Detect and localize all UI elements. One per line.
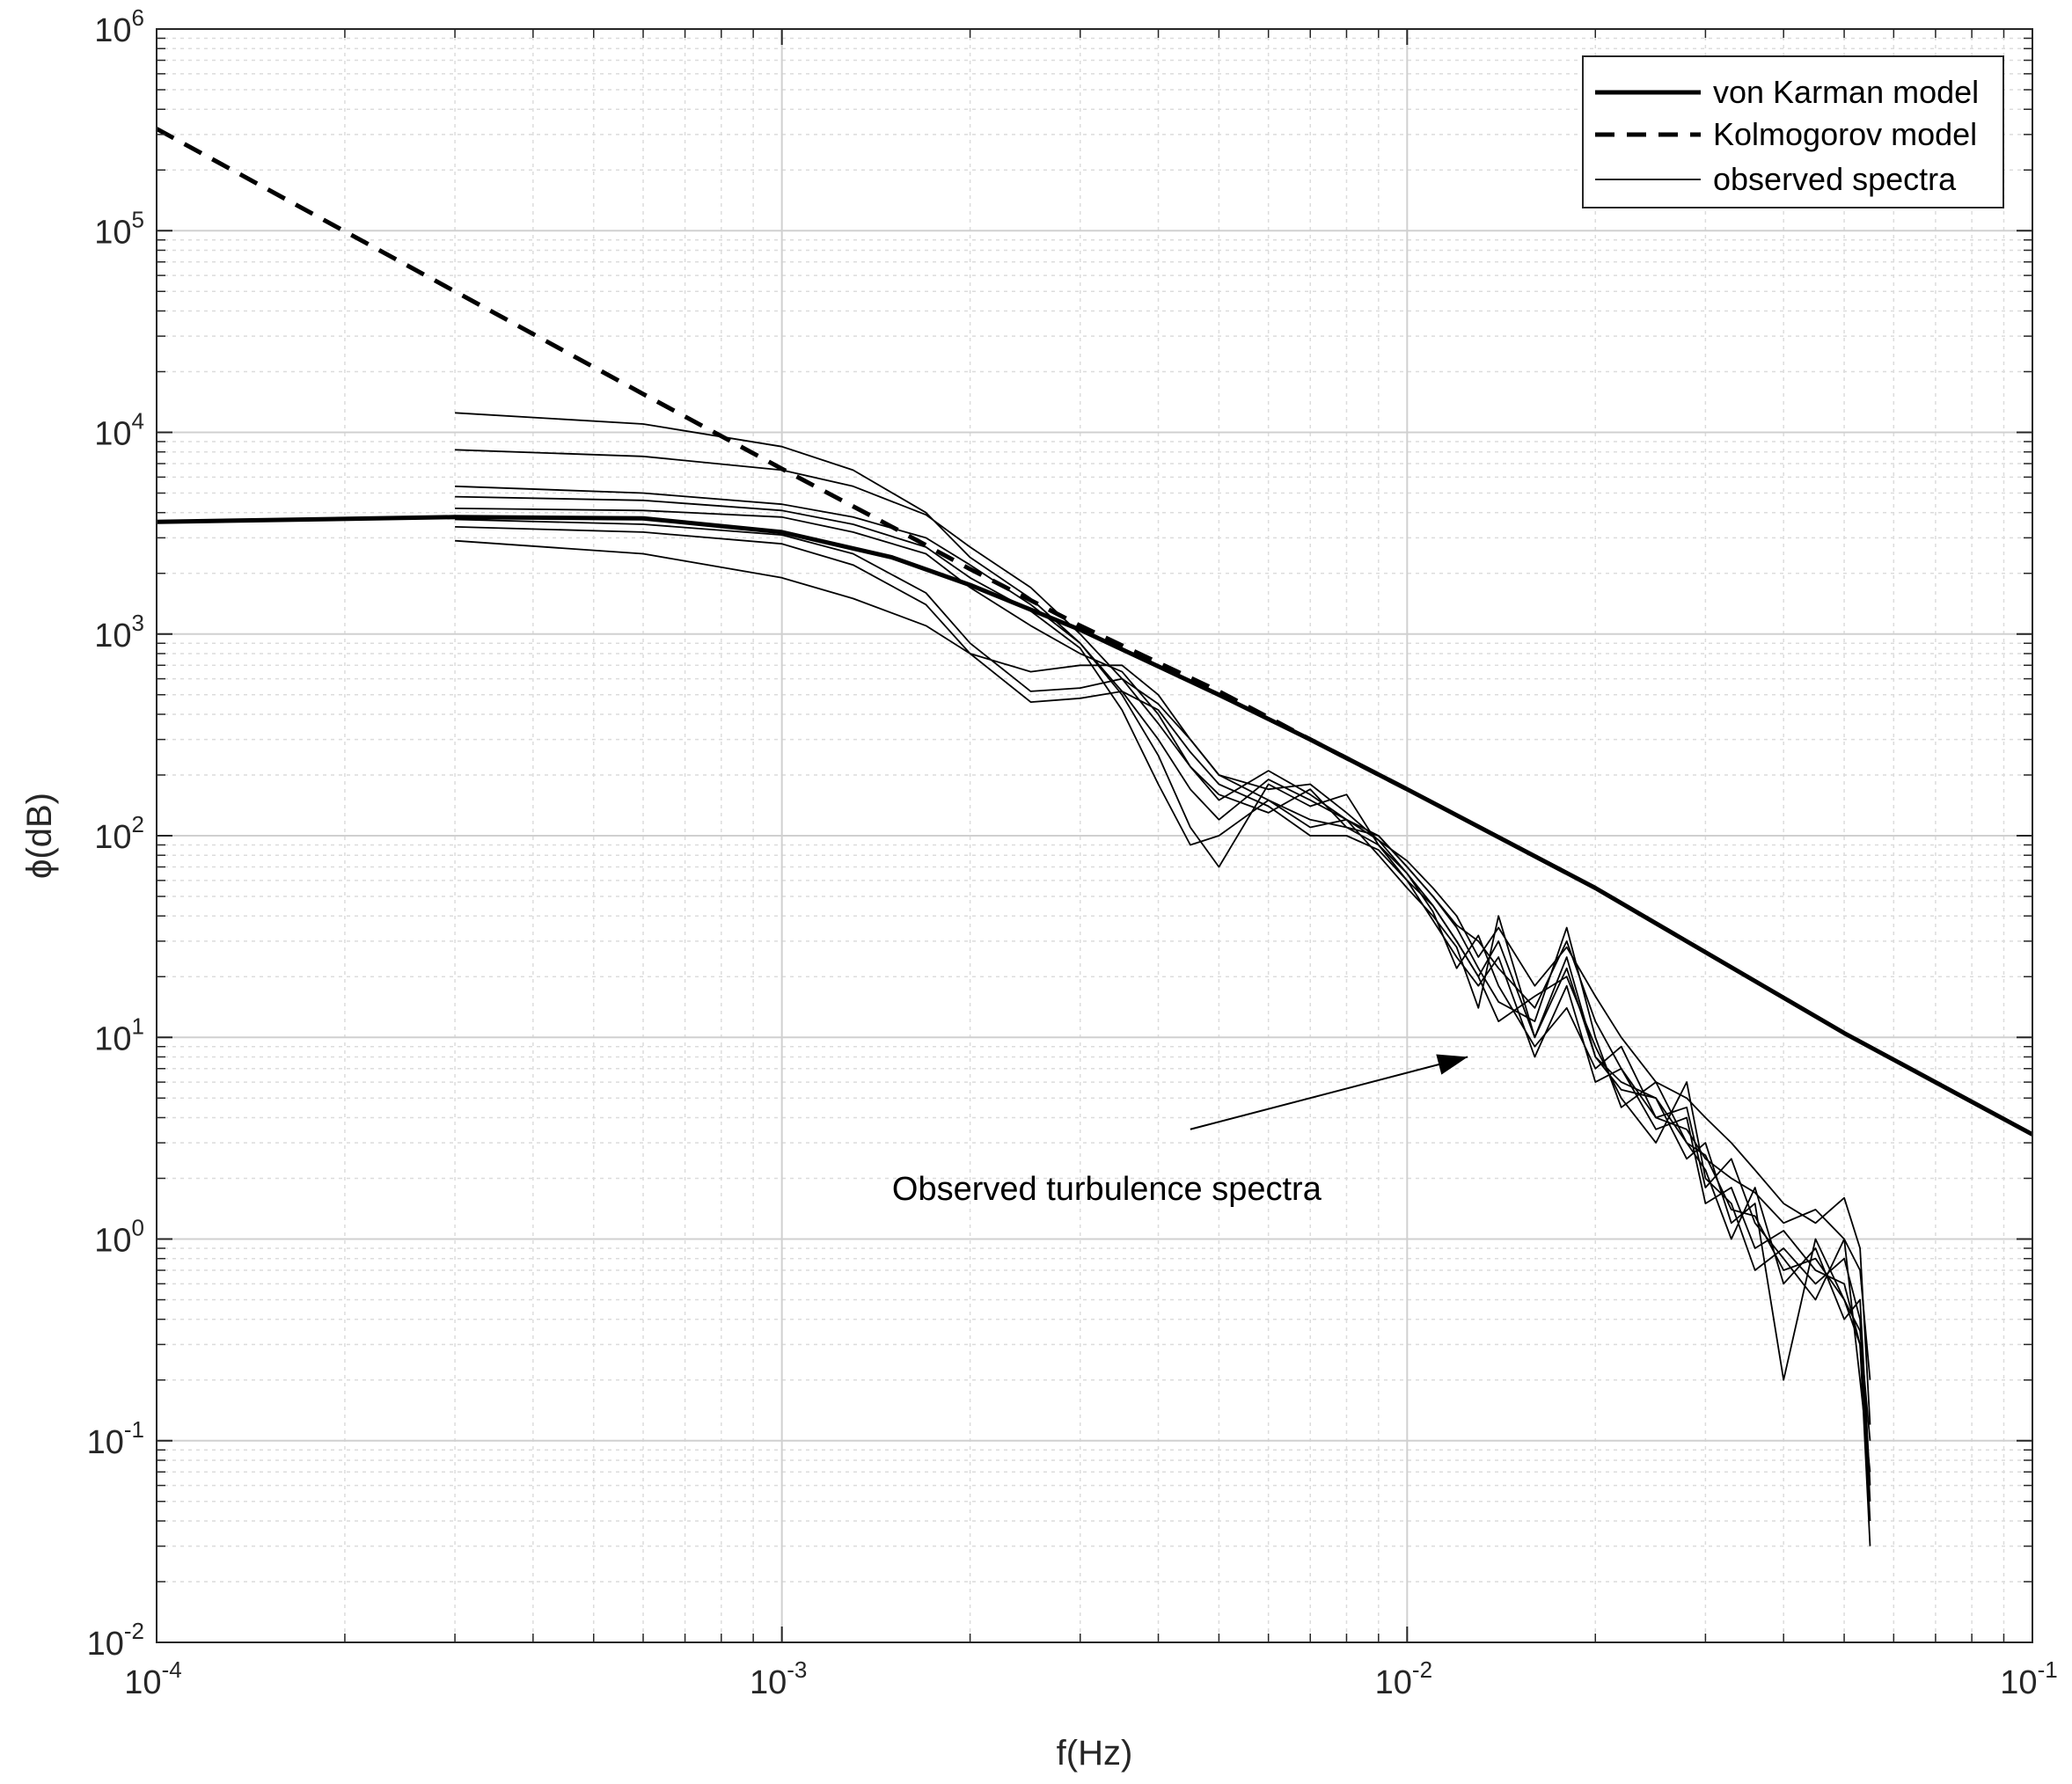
y-tick-label: 10-2: [87, 1618, 144, 1663]
legend: von Karman model Kolmogorov model observ…: [1582, 55, 2004, 208]
x-tick-label: 10-2: [1375, 1656, 1432, 1701]
x-axis-tick-labels: 10-4 10-3 10-2 10-1: [124, 1656, 2057, 1701]
observed-spectrum-line: [455, 526, 1871, 1522]
legend-label-von-karman: von Karman model: [1713, 74, 1979, 110]
y-axis-tick-labels: 10-2 10-1 100 101 102 103 104 105 106: [87, 4, 144, 1663]
y-tick-label: 104: [94, 408, 144, 453]
legend-box: [1582, 55, 2004, 208]
series-layer: [155, 127, 2034, 1546]
y-tick-label: 10-1: [87, 1416, 144, 1461]
y-tick-label: 105: [94, 206, 144, 251]
y-tick-label: 100: [94, 1215, 144, 1260]
annotation-text: Observed turbulence spectra: [892, 1171, 1322, 1208]
legend-label-observed: observed spectra: [1713, 161, 1957, 197]
y-tick-label: 106: [94, 4, 144, 49]
y-tick-label: 103: [94, 610, 144, 654]
observed-spectrum-line: [455, 539, 1871, 1441]
minor-grid: [157, 29, 2032, 1642]
kolmogorov-model-line: [155, 127, 1409, 792]
y-tick-label: 102: [94, 811, 144, 856]
x-tick-label: 10-3: [750, 1656, 807, 1701]
axis-ticks: [156, 28, 2033, 1643]
observed-spectrum-line: [455, 508, 1871, 1473]
annotation: Observed turbulence spectra: [892, 1054, 1468, 1208]
von-karman-model-line: [156, 515, 2034, 1137]
x-tick-label: 10-1: [2000, 1656, 2057, 1701]
annotation-arrowhead: [1436, 1054, 1468, 1075]
observed-spectrum-line: [455, 518, 1871, 1486]
observed-spectrum-line: [455, 412, 1871, 1425]
annotation-arrow: [1190, 1056, 1468, 1130]
x-tick-label: 10-4: [124, 1656, 181, 1701]
x-axis-label: f(Hz): [1057, 1734, 1133, 1773]
y-tick-label: 101: [94, 1013, 144, 1057]
y-axis-label: ϕ(dB): [20, 793, 59, 879]
legend-label-kolmogorov: Kolmogorov model: [1713, 116, 1977, 152]
